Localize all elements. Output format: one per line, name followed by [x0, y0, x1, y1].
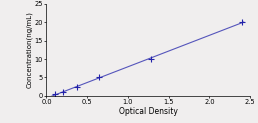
X-axis label: Optical Density: Optical Density: [119, 107, 178, 116]
Y-axis label: Concentration(ng/mL): Concentration(ng/mL): [27, 11, 33, 88]
